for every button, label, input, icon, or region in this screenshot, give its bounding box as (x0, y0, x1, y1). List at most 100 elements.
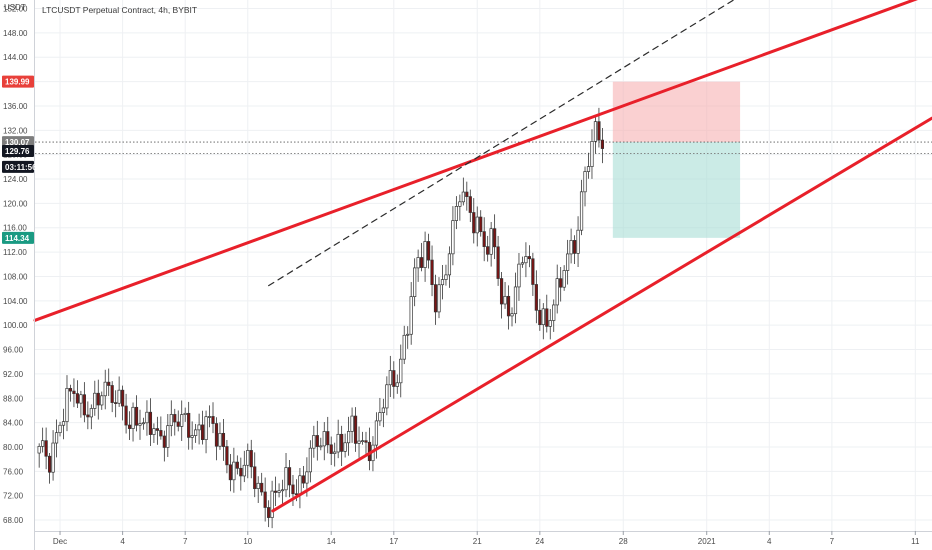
candle (301, 465, 306, 488)
candle (364, 431, 368, 457)
candle (159, 416, 163, 440)
candle (180, 400, 184, 441)
candle (437, 277, 441, 319)
trendlines-layer[interactable] (33, 0, 932, 513)
candle (204, 410, 208, 454)
candle (253, 452, 257, 498)
time-tick-label: 7 (183, 537, 188, 546)
candle (579, 179, 584, 236)
price-tick-label: 68.00 (3, 516, 24, 525)
candle (155, 416, 159, 445)
price-tag-label: 139.99 (5, 78, 30, 87)
candle (451, 206, 455, 266)
candle (96, 379, 100, 420)
candle (267, 500, 271, 528)
candle (65, 375, 69, 432)
price-tag-label: 03:11:56 (5, 163, 37, 172)
candle (176, 410, 180, 432)
candle (541, 303, 545, 340)
candle (475, 206, 479, 247)
candle (534, 270, 538, 324)
lower-trendline[interactable] (271, 116, 932, 513)
candle (41, 427, 45, 453)
candle (520, 256, 525, 268)
candle (260, 472, 264, 496)
candle (221, 419, 226, 461)
time-tick-label: 21 (473, 537, 482, 546)
candle (353, 407, 358, 452)
candle (559, 266, 563, 302)
upper-trendline[interactable] (33, 0, 932, 322)
candle (555, 264, 559, 314)
price-tick-label: 152.00 (3, 5, 28, 14)
candle (527, 245, 531, 268)
candle (489, 222, 493, 267)
candle (166, 414, 170, 457)
time-tick-label: 7 (830, 537, 835, 546)
candle (173, 408, 177, 436)
candle (75, 380, 80, 409)
candle (61, 408, 66, 440)
price-tag-label: 130.07 (5, 138, 30, 147)
candle (420, 242, 424, 272)
candle (326, 416, 330, 454)
candle (378, 397, 382, 426)
candle (409, 282, 413, 345)
candle (211, 402, 215, 434)
price-tag: 129.76 (2, 145, 34, 158)
candle (103, 369, 107, 410)
candle (381, 398, 385, 428)
candle (298, 467, 302, 509)
candle (225, 440, 229, 474)
candle (145, 400, 149, 436)
candle (374, 412, 379, 459)
price-tick-label: 108.00 (3, 272, 28, 281)
currency-label: USDT (4, 3, 26, 12)
candle (399, 344, 403, 398)
candle (256, 476, 260, 503)
candle (357, 426, 361, 458)
candle (79, 390, 83, 418)
candle (548, 308, 552, 340)
candle (350, 407, 354, 443)
candle (458, 194, 462, 221)
candle (486, 235, 490, 262)
candle (110, 381, 114, 413)
candle (517, 252, 521, 301)
candle (100, 391, 104, 410)
dashed-projection[interactable] (268, 0, 770, 287)
price-tick-label: 96.00 (3, 346, 24, 355)
candle (333, 442, 337, 467)
candle (152, 423, 156, 444)
candle (235, 455, 239, 475)
candle (493, 214, 497, 260)
price-tag-label: 129.76 (5, 147, 30, 156)
candle (207, 405, 212, 428)
candle (402, 325, 406, 365)
price-tick-label: 72.00 (3, 492, 24, 501)
time-tick-label: 17 (389, 537, 398, 546)
price-tick-label: 124.00 (3, 175, 28, 184)
candle (367, 427, 372, 471)
candle (465, 181, 469, 211)
stop-loss-zone[interactable] (612, 81, 741, 143)
candle (124, 393, 128, 434)
candle (433, 274, 438, 325)
candle (454, 196, 458, 230)
candle (569, 228, 573, 264)
candle (413, 258, 417, 307)
candle (572, 235, 577, 264)
price-tick-label: 116.00 (3, 224, 27, 233)
take-profit-zone[interactable] (612, 142, 741, 238)
candle (249, 439, 253, 479)
candle (322, 422, 326, 461)
candle (242, 450, 246, 483)
candle (593, 116, 598, 154)
candles-layer (37, 107, 605, 529)
candle (277, 483, 281, 498)
time-axis[interactable]: Dec 4 7 10 14 17 21 24 28 2021 4 7 11 (53, 531, 920, 546)
time-tick-label: 24 (535, 537, 544, 546)
position-zones (35, 81, 932, 238)
